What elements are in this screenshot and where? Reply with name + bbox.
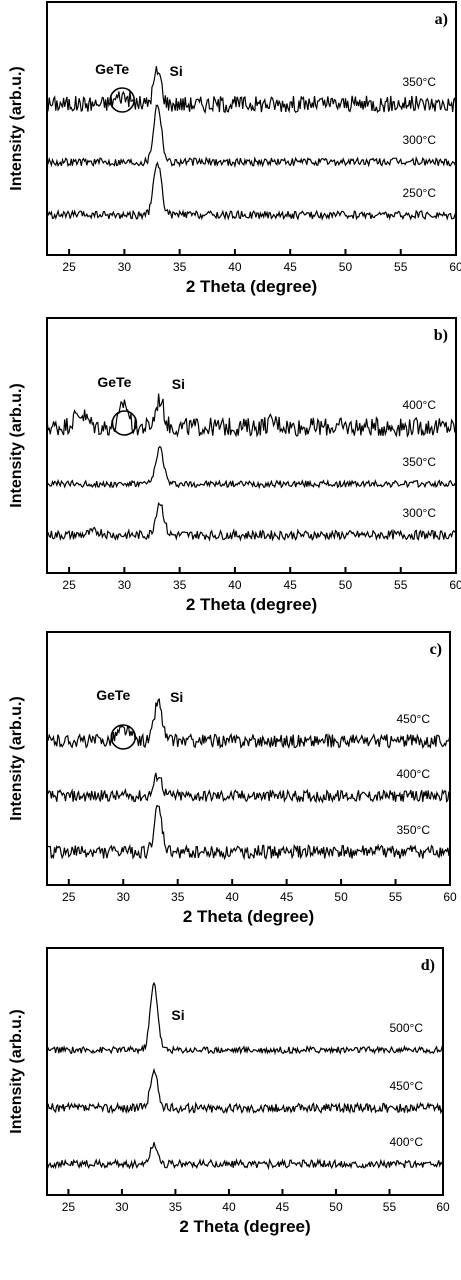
series-trace — [46, 501, 457, 542]
x-tick-label: 55 — [394, 578, 408, 592]
series-trace — [46, 1067, 444, 1115]
series-label: 300°C — [403, 506, 437, 520]
x-tick-label: 35 — [169, 1200, 183, 1214]
plot-frame — [46, 1, 457, 256]
si-label: Si — [172, 376, 185, 392]
series-label: 400°C — [397, 767, 431, 781]
series-label: 450°C — [390, 1079, 424, 1093]
x-tick-label: 25 — [62, 890, 76, 904]
series-label: 350°C — [403, 455, 437, 469]
y-axis-title: Intensity (arb.u.) — [8, 1009, 25, 1133]
x-tick-label: 40 — [222, 1200, 236, 1214]
x-tick-label: 50 — [334, 890, 348, 904]
x-tick-label: 25 — [62, 1200, 76, 1214]
x-axis-title: 2 Theta (degree) — [179, 1217, 310, 1236]
plot-frame — [46, 631, 451, 886]
series-label: 300°C — [403, 133, 437, 147]
x-tick-label: 35 — [173, 578, 187, 592]
series-label: 400°C — [403, 398, 437, 412]
x-tick-label: 55 — [389, 890, 403, 904]
panel-d: 25 30 35 40 45 50 55 60 2 Theta (degree) Intensit… — [8, 947, 450, 1236]
x-tick-label: 45 — [280, 890, 294, 904]
x-axis-title: 2 Theta (degree) — [183, 907, 314, 926]
plot-frame — [46, 317, 457, 574]
gete-circle — [109, 87, 135, 113]
x-tick-label: 60 — [449, 578, 461, 592]
x-tick-label: 30 — [118, 578, 132, 592]
gete-label: GeTe — [96, 687, 130, 703]
x-tick-label: 55 — [383, 1200, 397, 1214]
x-tick-label: 45 — [284, 260, 298, 274]
x-axis-title: 2 Theta (degree) — [186, 595, 317, 614]
series-trace — [46, 393, 457, 438]
x-tick-label: 25 — [62, 578, 76, 592]
y-axis-title: Intensity (arb.u.) — [8, 696, 25, 820]
panel-label: c) — [430, 641, 442, 658]
series-trace — [46, 697, 451, 750]
gete-circle — [110, 724, 137, 750]
panel-c: 25 30 35 40 45 50 55 60 2 Theta (degree) Intensit… — [8, 631, 457, 926]
gete-label: GeTe — [95, 61, 129, 77]
x-tick-label: 25 — [62, 260, 76, 274]
si-label: Si — [170, 689, 183, 705]
panel-b: 25 30 35 40 45 50 55 60 2 Theta (degree) Intensit… — [8, 317, 461, 614]
series-label: 350°C — [403, 75, 437, 89]
x-tick-label: 55 — [394, 260, 408, 274]
x-axis-title: 2 Theta (degree) — [186, 277, 317, 296]
panel-a: 25 30 35 40 45 50 55 60 2 Theta (degree) Intensit… — [8, 1, 461, 296]
x-tick-label: 50 — [339, 260, 353, 274]
gete-circle — [111, 410, 138, 436]
series-trace — [46, 104, 457, 169]
x-tick-label: 40 — [228, 260, 242, 274]
x-tick-label: 30 — [117, 890, 131, 904]
series-trace — [46, 1142, 444, 1171]
si-label: Si — [170, 63, 183, 79]
x-tick-label: 35 — [171, 890, 185, 904]
series-label: 250°C — [403, 186, 437, 200]
plot-frame — [46, 947, 444, 1196]
x-tick-label: 50 — [329, 1200, 343, 1214]
gete-label: GeTe — [97, 374, 131, 390]
series-label: 450°C — [397, 712, 431, 726]
x-tick-label: 30 — [118, 260, 132, 274]
series-trace — [46, 66, 457, 114]
y-axis-title: Intensity (arb.u.) — [8, 383, 25, 507]
series-trace — [46, 981, 444, 1056]
x-tick-label: 45 — [284, 578, 298, 592]
series-trace — [46, 445, 457, 490]
x-tick-label: 30 — [115, 1200, 129, 1214]
x-tick-label: 60 — [449, 260, 461, 274]
si-label: Si — [171, 1007, 184, 1023]
series-trace — [46, 804, 451, 861]
x-tick-label: 50 — [339, 578, 353, 592]
y-axis-title: Intensity (arb.u.) — [8, 66, 25, 190]
x-tick-label: 40 — [225, 890, 239, 904]
x-tick-label: 60 — [443, 890, 457, 904]
x-tick-label: 40 — [228, 578, 242, 592]
x-tick-label: 60 — [436, 1200, 450, 1214]
x-tick-label: 35 — [173, 260, 187, 274]
series-trace — [46, 161, 457, 221]
series-trace — [46, 772, 451, 804]
panel-label: b) — [434, 327, 448, 344]
x-tick-label: 45 — [276, 1200, 290, 1214]
panel-label: a) — [435, 11, 448, 28]
series-label: 350°C — [397, 823, 431, 837]
series-label: 500°C — [390, 1021, 424, 1035]
series-label: 400°C — [390, 1135, 424, 1149]
panel-label: d) — [421, 957, 435, 974]
